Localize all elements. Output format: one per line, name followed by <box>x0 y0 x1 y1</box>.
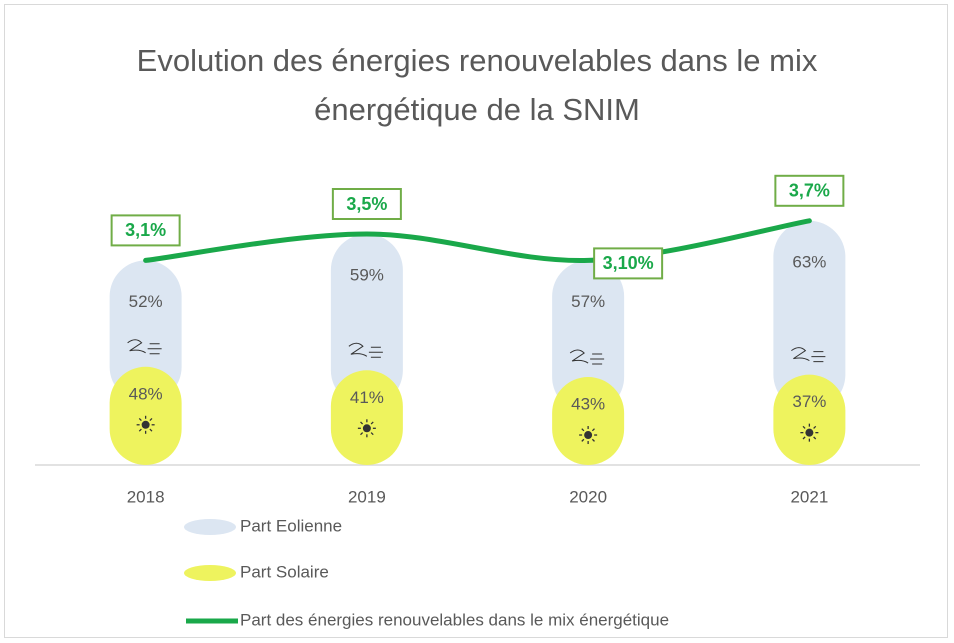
chart-frame <box>4 4 948 638</box>
line <box>143 218 812 263</box>
x-tick-label: 2020 <box>569 487 607 506</box>
sun-ray <box>149 417 153 422</box>
label-box <box>593 247 664 280</box>
x-tick-label: 2018 <box>127 487 165 506</box>
sun-icon <box>805 428 814 437</box>
x-tick-label: 2021 <box>790 487 828 506</box>
bar-solaire <box>330 370 403 465</box>
value-label: 43% <box>571 395 605 414</box>
sun-ray <box>802 425 806 429</box>
sun-icon <box>141 420 150 429</box>
sun-ray <box>591 438 595 442</box>
sun-icon <box>362 424 371 433</box>
label-box <box>774 174 845 207</box>
legend-label: Part des énergies renouvelables dans le … <box>240 610 669 629</box>
wind-icon <box>127 339 162 355</box>
line-value-label: 3,5% <box>346 194 387 214</box>
sun-ray <box>138 417 142 422</box>
bar-solaire <box>552 377 625 465</box>
sun-ray <box>360 421 364 425</box>
sun-ray <box>581 428 585 432</box>
sun-icon <box>584 431 593 440</box>
wind-icon <box>791 347 826 363</box>
sun-ray <box>370 421 374 425</box>
bar-solaire <box>773 374 846 465</box>
value-label: 57% <box>571 292 605 311</box>
legend-label: Part Eolienne <box>240 516 342 535</box>
line-value-label: 3,1% <box>125 220 166 240</box>
value-label: 48% <box>129 384 163 403</box>
sun-ray <box>802 436 806 440</box>
sun-ray <box>360 432 364 436</box>
bar-eolienne <box>552 260 625 414</box>
bar-eolienne <box>773 220 846 411</box>
x-tick-label: 2019 <box>348 487 386 506</box>
label-box <box>331 188 402 220</box>
value-label: 41% <box>350 388 384 407</box>
chart-title: Evolution des énergies renouvelables dan… <box>136 43 818 127</box>
value-label: 59% <box>350 265 384 284</box>
value-label: 37% <box>792 392 826 411</box>
value-label: 63% <box>792 252 826 271</box>
sun-ray <box>591 428 595 432</box>
sun-ray <box>581 438 585 442</box>
wind-icon <box>348 342 383 358</box>
legend-swatch <box>184 565 236 581</box>
legend-label: Part Solaire <box>240 562 329 581</box>
wind-icon <box>569 349 605 365</box>
legend-swatch <box>184 519 236 535</box>
sun-ray <box>138 428 142 432</box>
value-label: 52% <box>129 292 163 311</box>
line-value-label: 3,10% <box>603 253 654 273</box>
sun-ray <box>813 425 817 429</box>
label-box <box>110 214 181 247</box>
sun-ray <box>370 432 374 436</box>
bar-eolienne <box>109 260 182 403</box>
bar-eolienne <box>330 234 403 407</box>
sun-ray <box>813 436 817 440</box>
line-value-label: 3,7% <box>789 181 830 201</box>
sun-ray <box>149 428 153 432</box>
